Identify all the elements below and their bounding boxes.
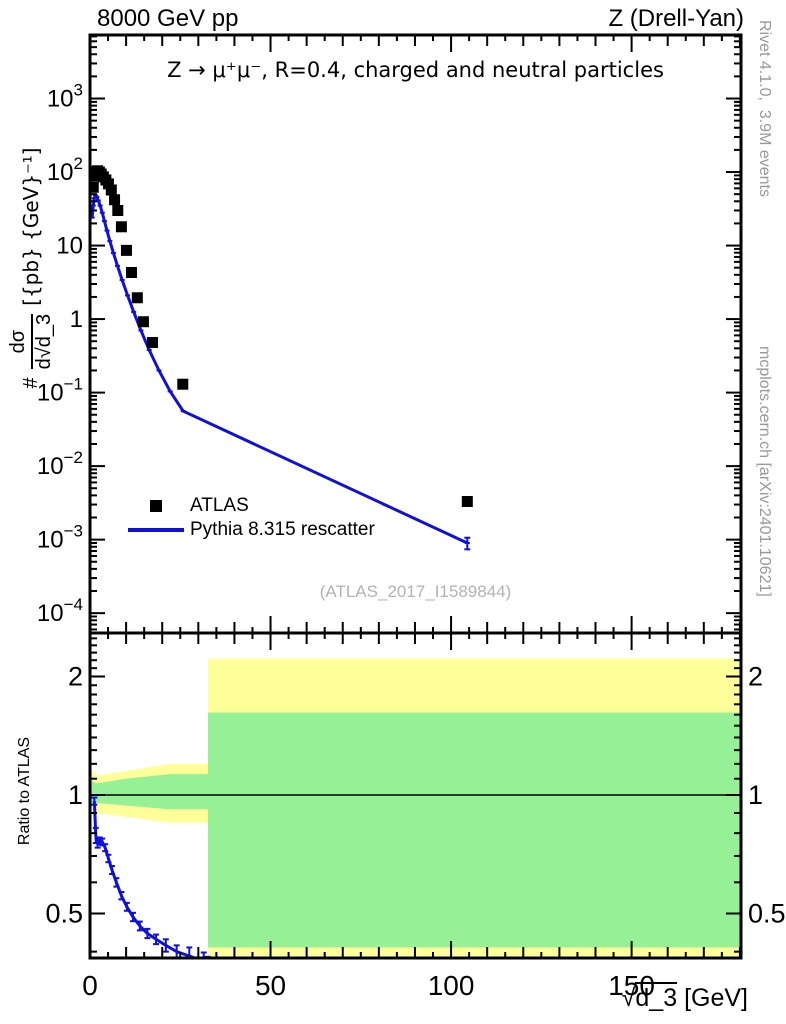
ratio-axis-label: Ratio to ATLAS <box>16 736 33 846</box>
svg-text:103: 103 <box>47 81 83 113</box>
x-axis-label: √d_3 [GeV] <box>621 982 748 1013</box>
denominator-radicand: d_3 <box>30 313 55 348</box>
sqrt-symbol: √ <box>621 984 636 1012</box>
mcplots-note: mcplots.cern.ch [arXiv:2401.10621] <box>756 346 773 597</box>
analysis-watermark: (ATLAS_2017_I1589844) <box>319 582 512 601</box>
svg-text:10−4: 10−4 <box>37 595 83 627</box>
y-axis-fraction: dσ d√d_3 <box>7 313 55 370</box>
svg-text:0.5: 0.5 <box>45 899 83 929</box>
svg-text:10−2: 10−2 <box>37 448 83 480</box>
svg-text:1: 1 <box>748 780 763 810</box>
rivet-version-note: Rivet 4.1.0, 3.9M events <box>756 20 773 197</box>
y-axis-label-prefix: # <box>19 377 42 389</box>
beam-info: 8000 GeV pp <box>97 5 239 32</box>
svg-text:2: 2 <box>748 662 763 692</box>
legend: ATLAS Pythia 8.315 rescatter <box>126 494 375 542</box>
process-info: Z (Drell-Yan) <box>608 5 744 32</box>
y-axis-units: [{pb} {GeV}⁻¹] <box>19 147 43 306</box>
svg-text:0: 0 <box>82 970 98 1001</box>
pythia-line-marker <box>126 528 186 532</box>
svg-text:10−1: 10−1 <box>37 375 83 407</box>
y-axis-label: # dσ d√d_3 [{pb} {GeV}⁻¹] <box>0 103 76 433</box>
x-axis-radicand: d_3 <box>635 982 678 1012</box>
svg-text:0.5: 0.5 <box>748 899 786 929</box>
ratio-uncertainty-bands <box>90 658 741 956</box>
denominator-d-sqrt: d√ <box>32 347 55 370</box>
pythia-curve <box>90 192 471 551</box>
legend-item: Pythia 8.315 rescatter <box>126 518 375 542</box>
legend-label: ATLAS <box>190 495 249 516</box>
x-axis-units: [GeV] <box>677 984 748 1012</box>
axis-ticks <box>89 35 741 958</box>
svg-text:1: 1 <box>70 306 83 333</box>
legend-item: ATLAS <box>126 494 375 518</box>
atlas-square-marker <box>126 500 186 512</box>
ratio-curve <box>91 796 211 958</box>
main-frame <box>88 33 743 635</box>
fraction-numerator: dσ <box>7 313 33 370</box>
plot-title: Z → μ⁺μ⁻, R=0.4, charged and neutral par… <box>167 58 664 82</box>
svg-text:10: 10 <box>56 233 83 260</box>
fraction-denominator: d√d_3 <box>30 313 55 370</box>
svg-text:2: 2 <box>68 662 83 692</box>
svg-text:10−3: 10−3 <box>37 522 83 554</box>
svg-text:1: 1 <box>68 780 83 810</box>
svg-text:100: 100 <box>428 970 475 1001</box>
svg-text:150: 150 <box>608 970 655 1001</box>
svg-text:50: 50 <box>255 970 286 1001</box>
legend-label: Pythia 8.315 rescatter <box>190 519 375 540</box>
